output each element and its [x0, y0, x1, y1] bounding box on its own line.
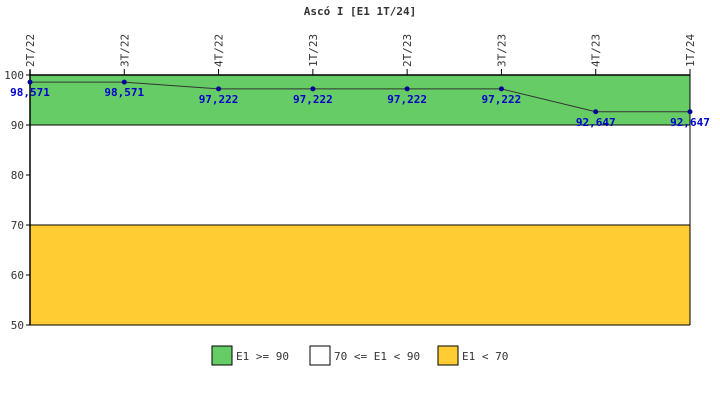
- data-label: 97,222: [199, 93, 239, 106]
- data-point: [498, 86, 504, 92]
- legend-label-1: 70 <= E1 < 90: [334, 350, 420, 363]
- threshold-bands: [30, 75, 690, 325]
- data-label: 92,647: [576, 116, 616, 129]
- legend-swatch-2: [437, 345, 459, 366]
- y-tick-label: 70: [11, 219, 24, 232]
- x-tick-label: 4T/23: [590, 34, 603, 67]
- data-label: 98,571: [104, 86, 144, 99]
- x-tick-label: 1T/23: [307, 34, 320, 67]
- data-point: [310, 86, 316, 92]
- chart-title: Ascó I [E1 1T/24]: [304, 5, 417, 18]
- data-point: [687, 109, 693, 115]
- x-tick-label: 3T/23: [495, 34, 508, 67]
- y-tick-label: 80: [11, 169, 24, 182]
- y-tick-label: 50: [11, 319, 24, 332]
- y-tick-label: 90: [11, 119, 24, 132]
- data-point: [216, 86, 222, 92]
- x-tick-label: 1T/24: [684, 34, 697, 67]
- y-tick-label: 60: [11, 269, 24, 282]
- data-point: [121, 79, 127, 85]
- x-tick-label: 3T/22: [118, 34, 131, 67]
- series-line: 98,571 98,571 97,222 97,222 97,222 97,222 92,6…: [10, 79, 710, 129]
- x-tick-label: 2T/22: [24, 34, 37, 67]
- legend-label-0: E1 >= 90: [236, 350, 289, 363]
- data-label: 98,571: [10, 86, 50, 99]
- data-label: 97,222: [293, 93, 333, 106]
- data-point: [593, 109, 599, 115]
- series-polyline: [30, 81, 690, 113]
- data-point: [27, 79, 33, 85]
- data-label: 97,222: [482, 93, 522, 106]
- x-tick-label: 2T/23: [401, 34, 414, 67]
- x-tick-label: 4T/22: [213, 34, 226, 67]
- legend-swatch-1: [309, 345, 331, 366]
- y-tick-label: 100: [4, 69, 24, 82]
- data-label: 97,222: [387, 93, 427, 106]
- legend: E1 >= 90 70 <= E1 < 90 E1 < 70: [211, 345, 508, 366]
- legend-swatch-0: [211, 345, 233, 366]
- band-2: [30, 225, 690, 325]
- legend-label-2: E1 < 70: [462, 350, 508, 363]
- data-point: [404, 86, 410, 92]
- band-1: [30, 125, 690, 225]
- data-label: 92,647: [670, 116, 710, 129]
